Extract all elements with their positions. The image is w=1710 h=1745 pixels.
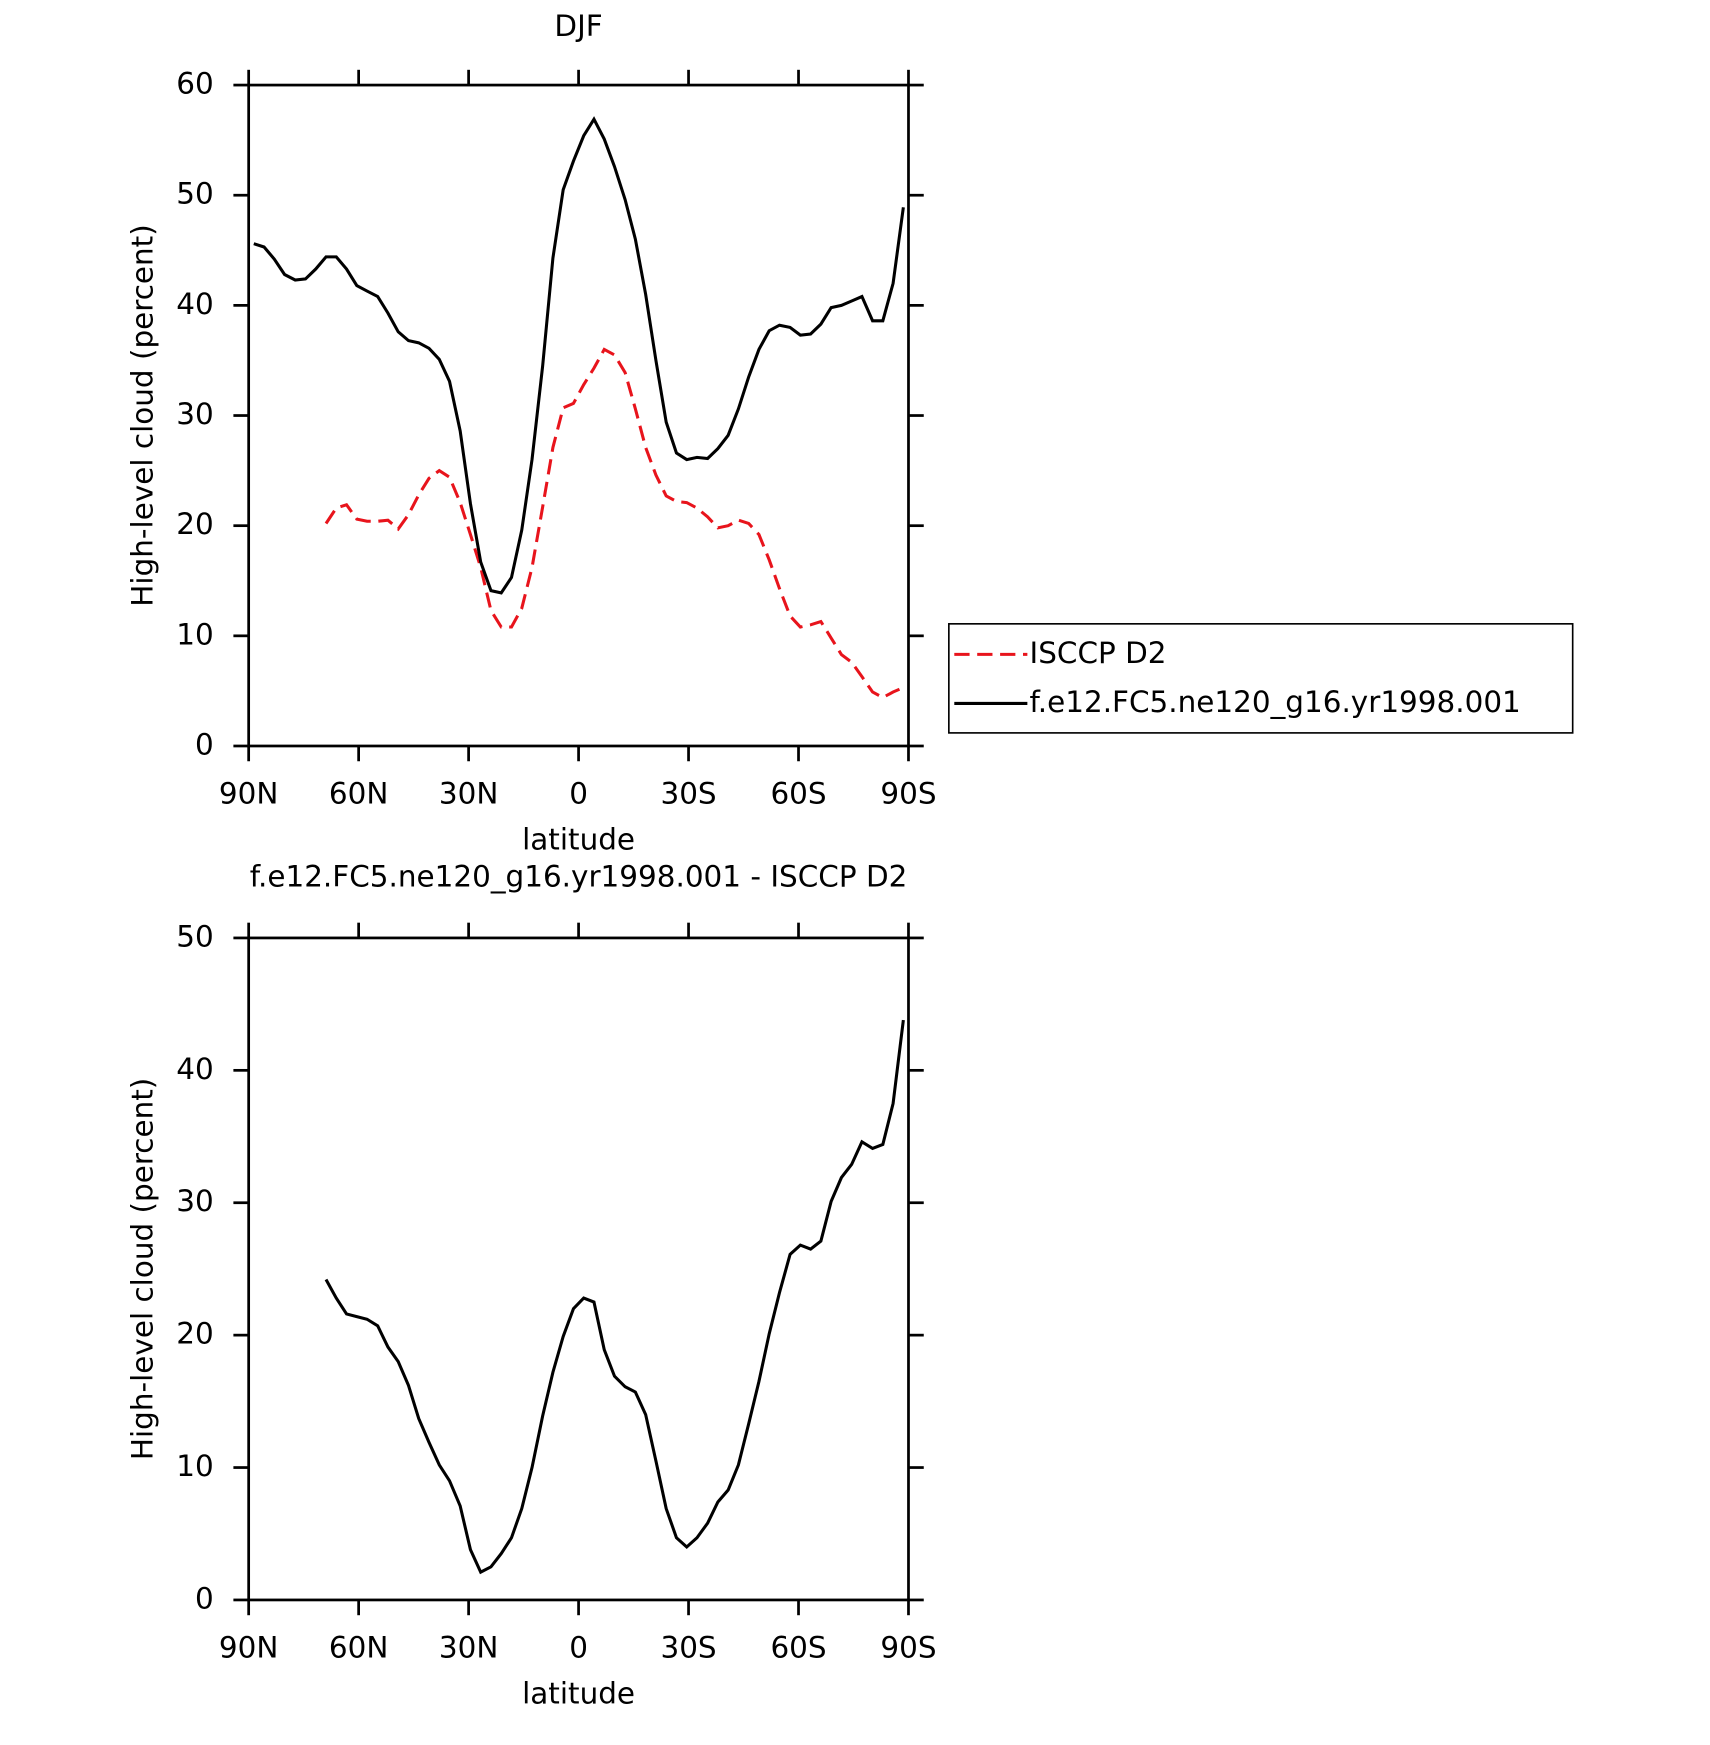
- x-tick-label: 30N: [439, 1631, 498, 1665]
- plot-frame: [247, 936, 910, 1602]
- x-axis-label: latitude: [522, 1676, 635, 1710]
- y-tick-label: 30: [176, 397, 213, 431]
- legend-box: [948, 623, 1574, 734]
- y-tick-label: 50: [176, 177, 213, 211]
- y-tick-label: 10: [176, 617, 213, 651]
- x-tick-label: 90S: [880, 1631, 936, 1665]
- chart-title: DJF: [554, 9, 602, 43]
- x-tick-label: 90N: [219, 1631, 278, 1665]
- line-series: [324, 1019, 905, 1575]
- x-tick-label: 30S: [660, 1631, 716, 1665]
- x-tick-label: 90N: [219, 777, 278, 811]
- y-tick-label: 20: [176, 1317, 213, 1351]
- legend-label: ISCCP D2: [1030, 636, 1167, 670]
- line-series: [324, 347, 904, 700]
- y-tick-label: 50: [176, 919, 213, 953]
- y-tick-label: 20: [176, 507, 213, 541]
- chart-title: f.e12.FC5.ne120_g16.yr1998.001 - ISCCP D…: [250, 859, 908, 893]
- y-axis-label: High-level cloud (percent): [125, 1078, 159, 1460]
- y-tick-label: 0: [195, 727, 214, 761]
- legend-label: f.e12.FC5.ne120_g16.yr1998.001: [1030, 685, 1521, 719]
- y-tick-label: 10: [176, 1449, 213, 1483]
- y-tick-label: 0: [195, 1581, 214, 1615]
- x-axis-label: latitude: [522, 822, 635, 856]
- x-tick-label: 0: [569, 1631, 588, 1665]
- x-tick-label: 60S: [770, 1631, 826, 1665]
- x-tick-label: 60N: [329, 1631, 388, 1665]
- y-tick-label: 40: [176, 287, 213, 321]
- x-tick-label: 30S: [660, 777, 716, 811]
- x-tick-label: 0: [569, 777, 588, 811]
- x-tick-label: 60N: [329, 777, 388, 811]
- y-axis-label: High-level cloud (percent): [125, 224, 159, 606]
- y-tick-label: 60: [176, 67, 213, 101]
- x-tick-label: 60S: [770, 777, 826, 811]
- y-tick-label: 30: [176, 1184, 213, 1218]
- line-series: [253, 116, 905, 595]
- x-tick-label: 90S: [880, 777, 936, 811]
- x-tick-label: 30N: [439, 777, 498, 811]
- plot-frame: [247, 83, 910, 748]
- y-tick-label: 40: [176, 1052, 213, 1086]
